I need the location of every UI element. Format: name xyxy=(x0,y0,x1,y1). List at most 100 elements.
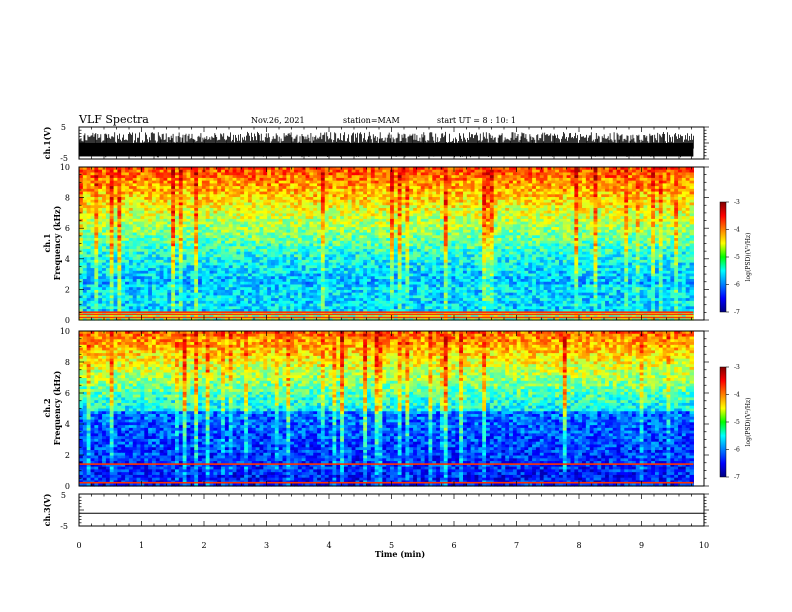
spectrogram-cell xyxy=(601,186,606,190)
spectrogram-cell xyxy=(382,167,387,171)
spectrogram-cell xyxy=(520,188,526,193)
spectrogram-cell xyxy=(413,167,418,171)
spectrogram-cell xyxy=(462,188,468,193)
spectrogram-cell xyxy=(643,175,648,179)
spectrogram-cell xyxy=(328,194,334,198)
spectrogram-cell xyxy=(301,191,307,195)
spectrogram-cell xyxy=(547,169,552,174)
spectrogram-cell xyxy=(585,205,591,209)
spectrogram-cell xyxy=(251,188,257,193)
spectrogram-cell xyxy=(397,194,403,198)
spectrogram-cell xyxy=(205,177,211,182)
spectrogram-cell xyxy=(125,175,130,179)
spectrogram-cell xyxy=(593,213,598,217)
spectrogram-cell xyxy=(605,183,610,187)
spectrogram-cell xyxy=(155,197,161,201)
spectrogram-cell xyxy=(601,169,606,174)
spectrogram-cell xyxy=(336,183,341,187)
spectrogram-cell xyxy=(274,194,280,198)
spectrogram-cell xyxy=(570,169,575,174)
spectrogram-cell xyxy=(244,207,249,212)
spectrogram-cell xyxy=(313,177,318,182)
spectrogram-cell xyxy=(516,188,522,193)
spectrogram-cell xyxy=(405,175,410,179)
spectrogram-cell xyxy=(213,194,218,198)
spectrogram-cell xyxy=(658,172,664,176)
spectrogram-cell xyxy=(263,191,268,195)
spectrogram-cell xyxy=(597,197,602,201)
spectrogram-cell xyxy=(167,183,172,187)
spectrogram-cell xyxy=(270,199,276,204)
spectrogram-cell xyxy=(474,205,479,209)
spectrogram-cell xyxy=(209,205,214,209)
spectrogram-cell xyxy=(359,194,364,198)
spectrogram-cell xyxy=(290,180,295,184)
spectrogram-cell xyxy=(470,172,476,176)
spectrogram-cell xyxy=(505,167,510,171)
spectrogram-cell xyxy=(163,191,168,195)
spectrogram-cell xyxy=(447,194,453,198)
spectrogram-cell xyxy=(658,167,664,171)
spectrogram-cell xyxy=(98,167,103,171)
spectrogram-cell xyxy=(505,197,510,201)
spectrogram-cell xyxy=(532,177,537,182)
spectrogram-cell xyxy=(355,197,360,201)
spectrogram-cell xyxy=(178,197,184,201)
spectrogram-cell xyxy=(297,175,303,179)
spectrogram-cell xyxy=(628,180,633,184)
spectrogram-cell xyxy=(551,205,556,209)
spectrogram-cell xyxy=(309,202,314,206)
spectrogram-cell xyxy=(428,177,433,182)
spectrogram-cell xyxy=(102,186,107,190)
spectrogram-cell xyxy=(555,169,560,174)
spectrogram-cell xyxy=(405,213,410,217)
spectrogram-cell xyxy=(125,172,130,176)
spectrogram-cell xyxy=(574,183,579,187)
spectrogram-cell xyxy=(255,175,261,179)
spectrogram-cell xyxy=(209,202,214,206)
spectrogram-cell xyxy=(401,175,406,179)
spectrogram-cell xyxy=(301,216,307,220)
spectrogram-cell xyxy=(159,175,165,179)
spectrogram-cell xyxy=(102,213,107,217)
spectrogram-cell xyxy=(393,169,399,174)
spectrogram-cell xyxy=(121,175,126,179)
spectrogram-cell xyxy=(286,210,291,215)
spectrogram-cell xyxy=(393,202,399,206)
spectrogram-cell xyxy=(597,180,602,184)
spectrogram-cell xyxy=(520,207,526,212)
spectrogram-cell xyxy=(601,180,606,184)
spectrogram-cell xyxy=(455,186,460,190)
spectrogram-cell xyxy=(493,183,499,187)
spectrogram-cell xyxy=(98,205,103,209)
spectrogram-cell xyxy=(290,167,295,171)
spectrogram-cell xyxy=(267,188,272,193)
spectrogram-cell xyxy=(466,175,472,179)
spectrogram-cell xyxy=(332,167,337,171)
spectrogram-cell xyxy=(221,172,226,176)
spectrogram-cell xyxy=(278,169,284,174)
spectrogram-cell xyxy=(347,194,353,198)
spectrogram-cell xyxy=(386,194,391,198)
spectrogram-cell xyxy=(535,186,541,190)
spectrogram-cell xyxy=(616,183,622,187)
spectrogram-cell xyxy=(278,202,284,206)
spectrogram-cell xyxy=(478,207,483,212)
spectrogram-cell xyxy=(570,191,575,195)
spectrogram-cell xyxy=(244,191,249,195)
spectrogram-cell xyxy=(416,191,422,195)
spectrogram-cell xyxy=(232,194,238,198)
spectrogram-cell xyxy=(378,188,383,193)
spectrogram-cell xyxy=(194,205,199,209)
spectrogram-cell xyxy=(278,167,284,171)
spectrogram-cell xyxy=(140,202,145,206)
spectrogram-cell xyxy=(620,202,625,206)
spectrogram-cell xyxy=(305,169,310,174)
spectrogram-cell xyxy=(631,194,637,198)
spectrogram-cell xyxy=(685,213,691,217)
spectrogram-cell xyxy=(79,210,84,215)
spectrogram-cell xyxy=(555,167,560,171)
spectrogram-cell xyxy=(439,172,445,176)
spectrogram-cell xyxy=(685,191,691,195)
spectrogram-cell xyxy=(140,207,145,212)
